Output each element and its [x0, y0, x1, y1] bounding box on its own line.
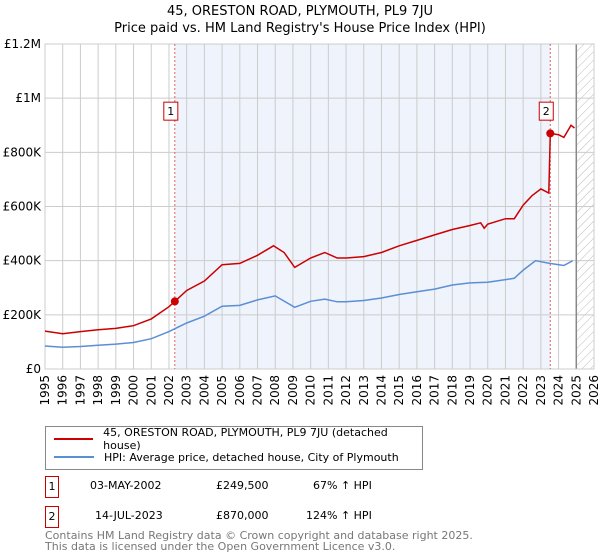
x-tick-label: 2023: [534, 375, 548, 406]
footer: Contains HM Land Registry data © Crown c…: [45, 530, 473, 552]
footer-copyright: Contains HM Land Registry data © Crown c…: [45, 529, 473, 542]
x-tick-label: 1999: [109, 375, 123, 406]
chart-subtitle: Price paid vs. HM Land Registry's House …: [114, 21, 486, 36]
sale-hpi: 124% ↑ HPI: [306, 509, 372, 522]
sale-label: 2: [543, 105, 550, 118]
x-tick-label: 2002: [162, 375, 176, 406]
x-tick-label: 2024: [552, 375, 566, 406]
x-tick-label: 2022: [516, 375, 530, 406]
hpi-line: [44, 259, 574, 349]
x-tick-label: 2019: [463, 375, 477, 406]
y-tick-label: £0: [26, 362, 41, 376]
x-tick-label: 2004: [197, 375, 211, 406]
sale-marker-label: 2: [45, 506, 59, 528]
x-tick-label: 2011: [321, 375, 335, 406]
y-tick-label: £400K: [3, 254, 43, 268]
x-tick-label: 2012: [339, 375, 353, 406]
sale-price: £870,000: [216, 509, 269, 522]
y-tick-label: £800K: [3, 145, 43, 159]
sale-date: 14-JUL-2023: [95, 509, 163, 522]
x-tick-label: 1998: [91, 375, 105, 406]
x-tick-label: 2026: [587, 375, 600, 406]
x-tick-label: 2007: [251, 375, 265, 406]
x-tick-label: 2014: [374, 375, 388, 406]
x-tick-label: 2017: [428, 375, 442, 406]
plot-frame: [44, 43, 595, 370]
sale-label-box: [163, 101, 179, 121]
x-tick-label: 2008: [268, 375, 282, 406]
footer-licence: This data is licensed under the Open Gov…: [45, 540, 396, 553]
x-tick-label: 2015: [392, 375, 406, 406]
y-tick-label: £1M: [15, 91, 41, 105]
x-tick-label: 2001: [144, 375, 158, 406]
y-tick-label: £600K: [3, 200, 43, 214]
legend-swatch-property: [54, 438, 94, 440]
y-tick-label: £1.2M: [4, 37, 41, 51]
x-tick-label: 2006: [233, 375, 247, 406]
chart-title: 45, ORESTON ROAD, PLYMOUTH, PL9 7JU: [166, 4, 434, 19]
price-chart: 1995 1996 1997 1998 1999 2000 2001 2002 2003 2004…: [3, 37, 600, 406]
sale-marker-label: 1: [45, 476, 59, 498]
x-tick-label: 2005: [215, 375, 229, 406]
x-tick-label: 2010: [304, 375, 318, 406]
x-tick-label: 2020: [481, 375, 495, 406]
sale-label-box: [538, 101, 554, 121]
legend-label-property: 45, ORESTON ROAD, PLYMOUTH, PL9 7JU (det…: [103, 426, 388, 452]
sale-label: 1: [167, 105, 174, 118]
sale-point: [546, 129, 555, 138]
x-tick-label: 2013: [357, 375, 371, 406]
sale-row-2: 2 14-JUL-2023 £870,000 124% ↑ HPI: [45, 506, 445, 528]
x-tick-label: 1997: [73, 375, 87, 406]
legend-swatch-hpi: [54, 456, 94, 458]
x-tick-label: 2016: [410, 375, 424, 406]
x-tick-label: 2021: [498, 375, 512, 406]
x-tick-label: 2003: [180, 375, 194, 406]
legend-label-hpi: HPI: Average price, detached house, City…: [104, 450, 399, 464]
x-tick-label: 2025: [569, 375, 583, 406]
x-tick-label: 2009: [286, 375, 300, 406]
sale-row-1: 1 03-MAY-2002 £249,500 67% ↑ HPI: [45, 476, 445, 498]
property-price-line: [44, 124, 575, 335]
sale-hpi: 67% ↑ HPI: [313, 479, 372, 492]
x-tick-label: 2018: [445, 375, 459, 406]
sale-date: 03-MAY-2002: [90, 479, 162, 492]
x-tick-label: 2000: [127, 375, 141, 406]
sale-point: [170, 297, 179, 306]
sale-price: £249,500: [216, 479, 269, 492]
y-tick-label: £200K: [3, 308, 43, 322]
x-tick-label: 1995: [38, 375, 52, 406]
legend: 45, ORESTON ROAD, PLYMOUTH, PL9 7JU (det…: [45, 426, 423, 470]
x-tick-label: 1996: [56, 375, 70, 406]
